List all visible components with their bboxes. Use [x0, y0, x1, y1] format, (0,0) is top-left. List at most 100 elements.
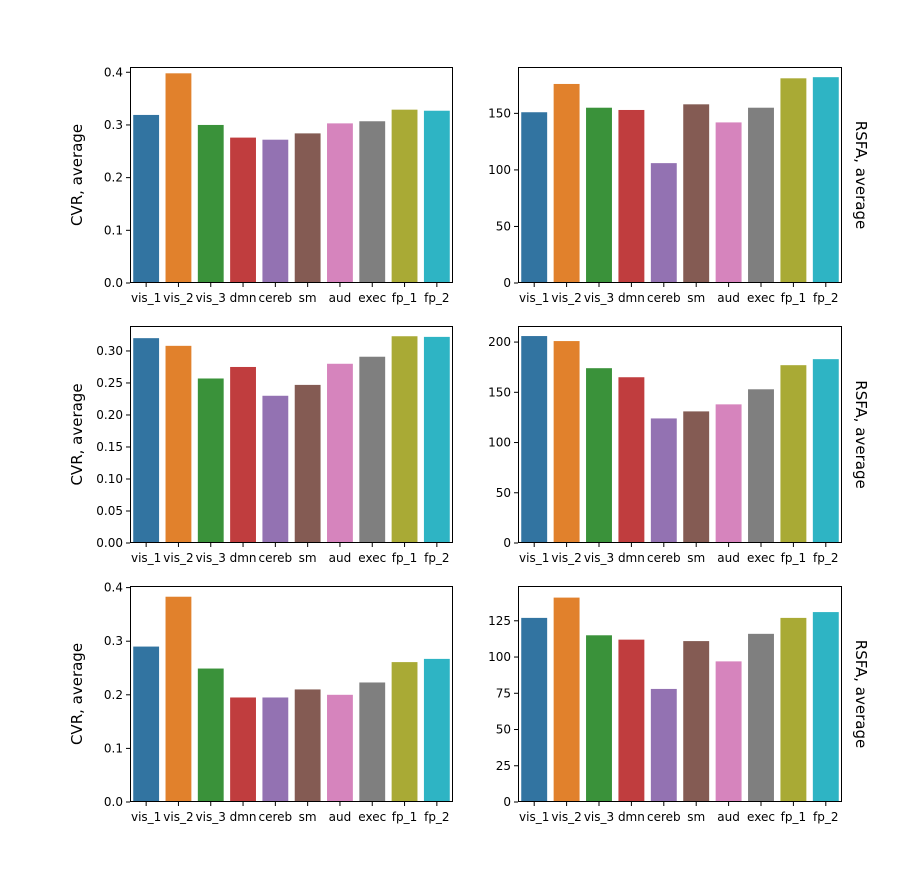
x-tick-label: fp_1 — [392, 810, 417, 824]
y-tick-label: 0.10 — [96, 472, 123, 486]
bar-sm — [683, 411, 710, 543]
x-tick-label: sm — [687, 810, 705, 824]
plot-frame — [130, 326, 453, 543]
y-tick-label: 0.2 — [104, 171, 123, 185]
bar-fp_2 — [423, 110, 450, 283]
bar-vis_2 — [165, 73, 192, 283]
plot-frame — [518, 326, 842, 543]
chart-panel-4: vis_1 vis_2 vis_3 dmn cereb sm aud exec fp_1 fp_2… — [488, 326, 870, 565]
bar-exec — [359, 121, 386, 283]
bar-vis_2 — [165, 345, 192, 543]
y-axis-label: CVR, average — [68, 643, 86, 745]
y-axis-label: CVR, average — [68, 383, 86, 485]
bar-fp_2 — [423, 336, 450, 543]
y-tick-label: 25 — [496, 759, 511, 773]
y-tick-label: 0.25 — [96, 376, 123, 390]
bar-sm — [683, 641, 710, 802]
x-tick-label: fp_2 — [813, 291, 838, 305]
y-tick-label: 0 — [503, 536, 511, 550]
bar-sm — [294, 133, 321, 283]
plot-frame — [518, 67, 842, 283]
x-tick-label: fp_1 — [392, 551, 417, 565]
x-tick-label: vis_1 — [519, 291, 549, 305]
bar-vis_3 — [586, 107, 612, 284]
bar-exec — [359, 356, 386, 543]
bar-sm — [294, 689, 321, 802]
y-tick-label: 0.3 — [104, 634, 123, 648]
bar-vis_1 — [133, 114, 160, 283]
x-tick-label: aud — [329, 810, 352, 824]
bar-sm — [294, 384, 321, 543]
bar-fp_1 — [391, 336, 418, 543]
x-tick-label: aud — [329, 551, 352, 565]
x-tick-label: fp_1 — [781, 291, 806, 305]
x-tick-label: aud — [717, 551, 740, 565]
bar-vis_2 — [553, 341, 580, 543]
y-axis-label: RSFA, average — [852, 121, 870, 229]
bar-dmn — [230, 366, 256, 543]
x-tick-label: fp_1 — [392, 291, 417, 305]
bar-cereb — [262, 697, 289, 802]
bar-vis_3 — [586, 635, 612, 802]
x-tick-label: cereb — [259, 291, 293, 305]
x-tick-label: dmn — [618, 810, 645, 824]
x-tick-label: vis_1 — [131, 291, 161, 305]
x-tick-label: sm — [299, 291, 317, 305]
chart-panel-6: vis_1 vis_2 vis_3 dmn cereb sm aud exec fp_1 fp_2… — [488, 586, 870, 824]
bar-cereb — [650, 163, 677, 283]
x-tick-label: vis_2 — [551, 810, 581, 824]
x-tick-label: exec — [747, 551, 775, 565]
x-tick-label: dmn — [618, 551, 645, 565]
y-tick-label: 100 — [488, 163, 511, 177]
y-tick-label: 0.0 — [104, 276, 123, 290]
x-tick-label: cereb — [647, 810, 681, 824]
y-tick-label: 75 — [496, 686, 511, 700]
bar-vis_2 — [553, 597, 580, 802]
x-tick-label: cereb — [647, 291, 681, 305]
y-tick-label: 125 — [488, 614, 511, 628]
bar-fp_2 — [812, 77, 839, 284]
y-tick-label: 0.15 — [96, 440, 123, 454]
y-tick-label: 0.2 — [104, 688, 123, 702]
y-tick-label: 0 — [503, 276, 511, 290]
x-tick-label: fp_1 — [781, 551, 806, 565]
x-tick-label: vis_3 — [584, 551, 614, 565]
x-tick-label: vis_2 — [163, 551, 193, 565]
x-tick-label: fp_2 — [813, 551, 838, 565]
bar-fp_1 — [391, 662, 418, 802]
bar-dmn — [618, 109, 645, 283]
bar-dmn — [618, 377, 645, 543]
bar-exec — [748, 633, 774, 802]
bar-dmn — [618, 639, 645, 802]
bar-dmn — [230, 137, 256, 283]
bar-vis_1 — [133, 338, 160, 543]
y-tick-label: 100 — [488, 436, 511, 450]
chart-panel-1: vis_1 vis_2 vis_3 dmn cereb sm aud exec fp_1 fp_2… — [68, 65, 453, 305]
y-tick-label: 50 — [496, 723, 511, 737]
x-tick-label: vis_3 — [196, 810, 226, 824]
x-tick-label: fp_2 — [813, 810, 838, 824]
y-tick-label: 0.4 — [104, 581, 123, 595]
y-tick-label: 150 — [488, 106, 511, 120]
x-tick-label: vis_3 — [196, 291, 226, 305]
plot-frame — [130, 67, 453, 283]
bar-fp_1 — [780, 78, 807, 283]
y-tick-label: 0.0 — [104, 795, 123, 809]
x-tick-label: vis_2 — [551, 551, 581, 565]
x-tick-label: vis_1 — [131, 810, 161, 824]
y-tick-label: 0.1 — [104, 223, 123, 237]
bar-aud — [715, 122, 742, 283]
x-tick-label: cereb — [259, 551, 293, 565]
bar-fp_2 — [423, 658, 450, 802]
bar-sm — [683, 104, 710, 283]
bar-aud — [715, 404, 742, 543]
x-tick-label: cereb — [259, 810, 293, 824]
x-tick-label: vis_2 — [551, 291, 581, 305]
x-tick-label: aud — [717, 810, 740, 824]
x-tick-label: vis_3 — [196, 551, 226, 565]
x-tick-label: vis_3 — [584, 810, 614, 824]
y-tick-label: 50 — [496, 219, 511, 233]
x-tick-label: fp_1 — [781, 810, 806, 824]
x-tick-label: vis_1 — [519, 551, 549, 565]
